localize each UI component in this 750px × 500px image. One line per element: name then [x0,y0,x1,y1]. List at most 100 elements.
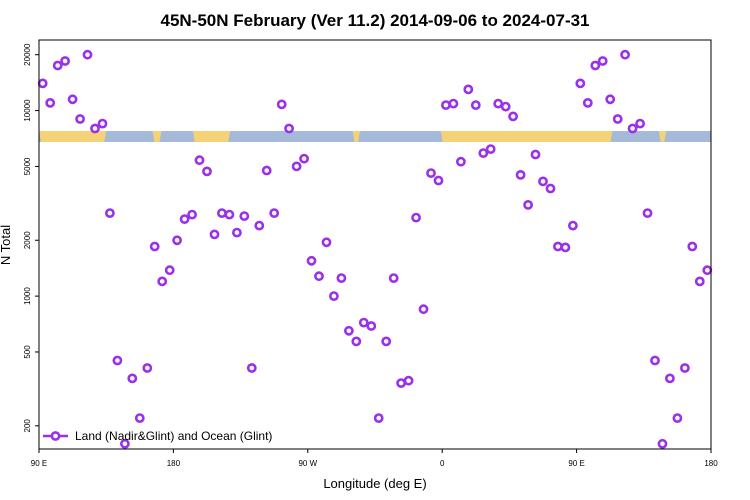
land-segment [152,131,162,142]
data-point [52,60,63,71]
data-point [650,355,660,366]
data-point [605,94,616,105]
data-point [194,155,205,166]
data-point [149,241,160,252]
data-point [694,276,705,287]
x-tick-label: 180 [704,459,718,468]
data-point [239,211,250,221]
data-point [224,209,235,220]
data-point [254,220,265,231]
data-point [478,148,489,158]
legend-marker [50,431,61,441]
data-point [351,336,362,347]
legend: Land (Nadir&Glint) and Ocean (Glint) [43,429,272,443]
data-point [433,175,444,186]
y-tick-label: 2000 [23,231,32,249]
data-point [336,273,347,283]
data-point [680,363,690,373]
y-tick-label: 5000 [23,157,32,175]
data-point [538,176,548,187]
x-axis-ticks: 90 E 180 90 W 0 90 E 180 [31,449,718,468]
data-point [328,291,339,301]
data-point [665,373,675,384]
data-point [590,60,601,71]
data-point [90,123,100,134]
data-point [343,325,354,336]
x-axis-label: Longitude (deg E) [323,476,426,491]
data-point [276,99,287,110]
land-segment [440,131,613,142]
data-point [508,111,518,122]
data-point [82,49,93,60]
data-point [105,208,115,218]
x-tick-label: 90 W [298,459,317,468]
data-point [642,208,653,218]
data-point [172,235,182,246]
data-point [470,100,481,110]
data-point [306,255,317,266]
data-point [134,413,145,423]
data-point [67,94,78,105]
data-point [553,241,563,252]
data-point [45,98,56,108]
x-tick-label: 180 [167,459,181,468]
data-point [582,98,593,108]
data-point [202,166,212,177]
ocean-band [39,131,711,142]
data-point [60,56,70,66]
data-point [216,208,227,218]
data-point [597,56,608,66]
data-point [127,373,138,384]
legend-label: Land (Nadir&Glint) and Ocean (Glint) [75,429,272,443]
data-point [157,276,168,287]
land-segment [39,131,107,142]
data-point [612,114,623,124]
data-point [545,183,556,194]
data-point [75,114,85,124]
data-point [620,49,630,60]
data-point [261,165,272,176]
x-tick-label: 90 E [568,459,584,468]
x-tick-label: 90 E [31,459,47,468]
y-tick-label: 200 [23,419,32,433]
data-point [284,123,294,134]
data-point [291,161,302,172]
data-point [523,199,533,210]
data-point [142,363,153,373]
data-point [448,98,459,109]
data-point [164,265,175,276]
data-point [231,227,242,238]
data-point [388,273,399,283]
y-tick-label: 1000 [23,287,32,305]
data-point [485,144,496,154]
data-point [635,118,645,129]
data-points [37,49,713,449]
data-point [568,220,578,231]
data-point [418,304,429,315]
data-point [358,317,369,328]
y-tick-label: 500 [23,345,32,359]
data-point [440,100,451,110]
data-point [455,156,466,167]
land-ocean-strip [39,131,711,142]
chart-title: 45N-50N February (Ver 11.2) 2014-09-06 t… [160,11,589,30]
data-point [396,378,406,388]
y-axis-ticks: 200 500 1000 2000 5000 10000 20000 [23,43,39,432]
plot-frame [38,39,712,450]
data-point [463,84,474,95]
land-segment [192,131,231,142]
data-point [575,78,586,89]
data-point [515,169,526,180]
data-point [321,237,332,248]
y-tick-label: 10000 [23,99,32,122]
land-segment [352,131,361,142]
data-point [120,438,130,449]
data-point [411,212,421,223]
y-tick-label: 20000 [23,43,32,66]
data-point [530,149,541,160]
data-point [702,265,713,276]
data-point [246,363,257,373]
data-point [657,438,668,449]
